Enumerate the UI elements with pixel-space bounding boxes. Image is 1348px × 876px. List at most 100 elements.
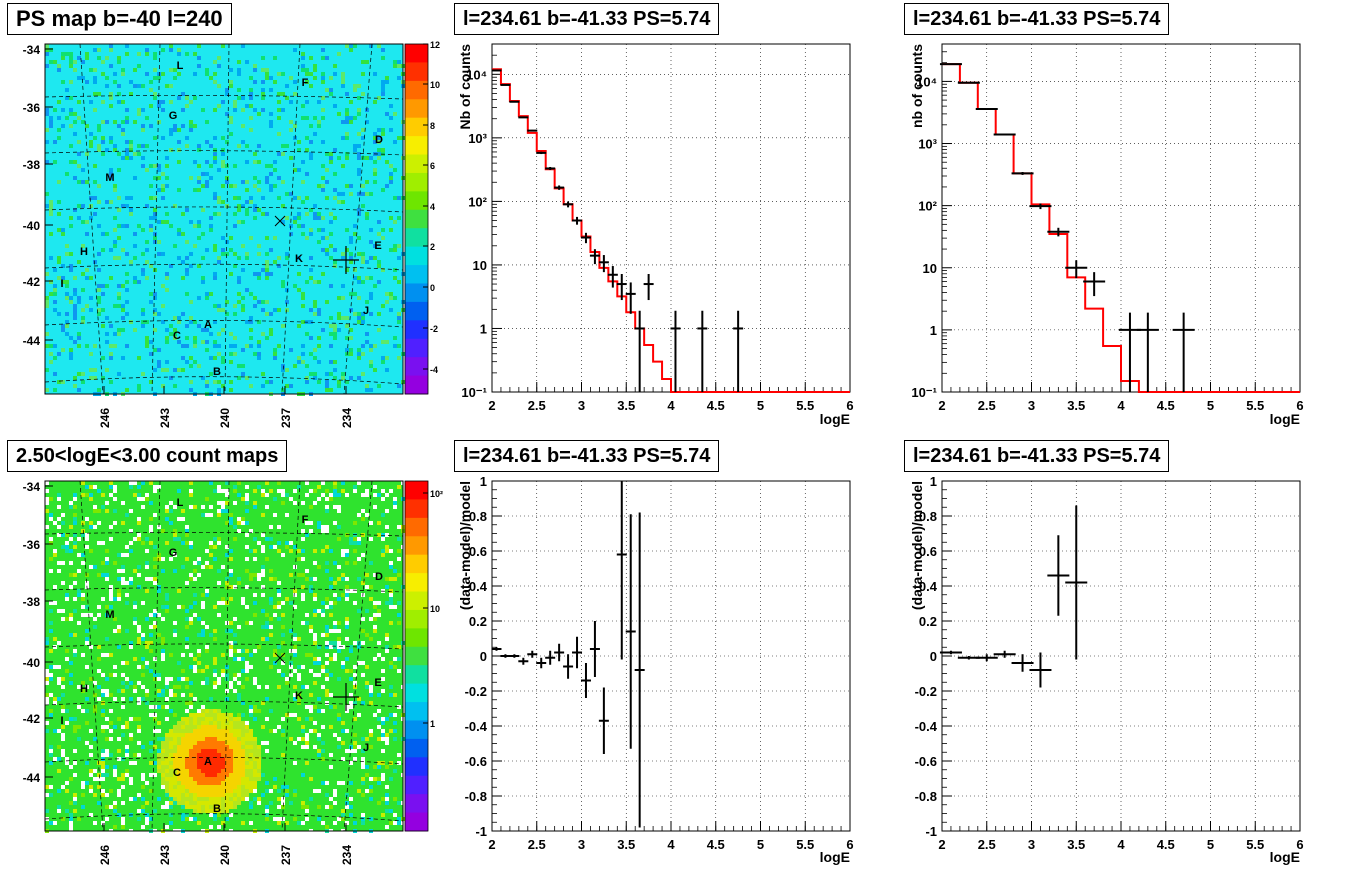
map-y-tick-label: -34 bbox=[23, 43, 41, 57]
x-tick-label: 3 bbox=[1028, 398, 1035, 413]
x-tick-label: 4 bbox=[1117, 398, 1125, 413]
data-point bbox=[536, 151, 547, 155]
colorbar-swatch bbox=[405, 738, 428, 758]
model-step-line bbox=[492, 68, 850, 393]
spec-left-title: l=234.61 b=-41.33 PS=5.74 bbox=[454, 3, 720, 35]
spectrum-chart-right: 2 2.5 3 3.5 4 4.5 5 5.5 6 10⁴ 10³ 10² 10 1 10⁻¹ bbox=[911, 43, 1304, 413]
map-x-tick-label: 243 bbox=[158, 408, 172, 428]
source-label: L bbox=[177, 60, 184, 72]
colorbar-tick-label: 12 bbox=[430, 40, 440, 50]
y-tick-label: -0.6 bbox=[915, 754, 937, 769]
latitude-line bbox=[44, 643, 404, 650]
colorbar-swatch bbox=[405, 357, 428, 377]
spec-left-xlabel: logE bbox=[820, 411, 850, 427]
count-map-colorbar: 10² 10 1 bbox=[404, 480, 443, 832]
longitude-line bbox=[224, 480, 230, 832]
map-x-tick-label: 237 bbox=[279, 845, 293, 865]
data-point bbox=[545, 166, 556, 170]
data-point bbox=[527, 650, 538, 658]
source-label: M bbox=[105, 609, 114, 621]
x-tick-label: 5.5 bbox=[796, 398, 814, 413]
data-point bbox=[939, 650, 962, 655]
longitude-line bbox=[151, 480, 161, 832]
x-tick-label: 2.5 bbox=[528, 837, 546, 852]
x-tick-label: 3 bbox=[578, 398, 585, 413]
data-point bbox=[1083, 272, 1106, 297]
y-tick-label: 10 bbox=[473, 258, 487, 273]
colorbar-swatch bbox=[405, 209, 428, 229]
data-point bbox=[554, 643, 565, 662]
source-label: C bbox=[173, 767, 181, 779]
data-point bbox=[1172, 312, 1195, 392]
x-tick-label: 5.5 bbox=[1246, 398, 1264, 413]
longitude-line bbox=[281, 43, 301, 395]
y-tick-label: -1 bbox=[925, 824, 937, 839]
data-point bbox=[634, 310, 645, 392]
source-label: L bbox=[177, 497, 184, 509]
colorbar-tick-label: 10 bbox=[430, 80, 440, 90]
colorbar-swatch bbox=[405, 683, 428, 703]
count-map-title: 2.50<logE<3.00 count maps bbox=[7, 440, 288, 472]
y-tick-label: -0.8 bbox=[915, 789, 937, 804]
colorbar-swatch bbox=[405, 154, 428, 174]
colorbar-tick-label: 10 bbox=[430, 604, 440, 614]
colorbar-swatch bbox=[405, 265, 428, 284]
data-point bbox=[580, 663, 591, 698]
data-point bbox=[1029, 203, 1052, 210]
y-tick-label: 10⁴ bbox=[466, 67, 487, 82]
data-point bbox=[1011, 171, 1034, 175]
map-x-tick-label: 243 bbox=[158, 845, 172, 865]
colorbar-tick-label: 1 bbox=[430, 719, 435, 729]
colorbar-swatch bbox=[405, 499, 428, 519]
x-tick-label: 3 bbox=[578, 837, 585, 852]
colorbar-swatch bbox=[405, 136, 428, 156]
residual-chart-right: 2 2.5 3 3.5 4 4.5 5 5.5 6 1 0.8 0.6 0.4 0.2 0 -0.2 -0.4 -… bbox=[915, 474, 1304, 852]
data-point bbox=[975, 654, 998, 662]
model-step-line bbox=[942, 63, 1300, 393]
data-point bbox=[518, 116, 529, 119]
ps-map-colorbar: 12 10 8 6 4 2 0 -2 -4 bbox=[404, 40, 440, 395]
data-point bbox=[554, 185, 565, 190]
longitude-line bbox=[343, 480, 373, 832]
colorbar-swatch bbox=[405, 609, 428, 629]
y-tick-label: 0 bbox=[930, 649, 937, 664]
source-label: B bbox=[213, 366, 221, 378]
y-tick-label: 10⁻¹ bbox=[911, 385, 937, 400]
map-y-tick-label: -40 bbox=[23, 656, 41, 670]
x-tick-label: 5 bbox=[757, 837, 764, 852]
x-tick-label: 4.5 bbox=[1157, 837, 1175, 852]
colorbar-swatch bbox=[405, 775, 428, 795]
colorbar-swatch bbox=[405, 80, 428, 100]
source-label: K bbox=[295, 690, 303, 702]
data-point bbox=[1136, 312, 1159, 392]
x-tick-label: 4 bbox=[667, 398, 675, 413]
x-tick-label: 2 bbox=[938, 398, 945, 413]
colorbar-tick-label: 4 bbox=[430, 202, 435, 212]
source-label: C bbox=[173, 330, 181, 342]
x-tick-label: 5.5 bbox=[796, 837, 814, 852]
y-tick-label: 0.2 bbox=[469, 614, 487, 629]
latitude-line bbox=[44, 532, 404, 537]
map-y-tick-label: -36 bbox=[23, 101, 41, 115]
y-tick-label: -0.6 bbox=[465, 754, 487, 769]
spec-right-ylabel: nb of counts bbox=[909, 44, 925, 128]
data-point bbox=[993, 133, 1016, 136]
residual-chart-left: 2 2.5 3 3.5 4 4.5 5 5.5 6 1 0.8 0.6 0.4 0.2 0 -0.2 -0.4 -… bbox=[465, 474, 854, 852]
resid-right-title: l=234.61 b=-41.33 PS=5.74 bbox=[904, 440, 1170, 472]
y-tick-label: 0.6 bbox=[469, 544, 487, 559]
source-label: B bbox=[213, 803, 221, 815]
y-tick-label: 1 bbox=[930, 323, 937, 338]
colorbar-swatch bbox=[405, 117, 428, 137]
colorbar-swatch bbox=[405, 228, 428, 248]
x-tick-label: 3.5 bbox=[1067, 837, 1085, 852]
map-x-tick-label: 246 bbox=[98, 845, 112, 865]
ps-map-title: PS map b=-40 l=240 bbox=[7, 3, 232, 35]
colorbar-tick-label: 2 bbox=[430, 242, 435, 252]
y-tick-label: 0.8 bbox=[469, 509, 487, 524]
map-x-tick-label: 234 bbox=[340, 408, 354, 428]
colorbar-tick-label: -4 bbox=[430, 365, 438, 375]
longitude-line bbox=[343, 43, 373, 395]
source-label: D bbox=[375, 571, 383, 583]
